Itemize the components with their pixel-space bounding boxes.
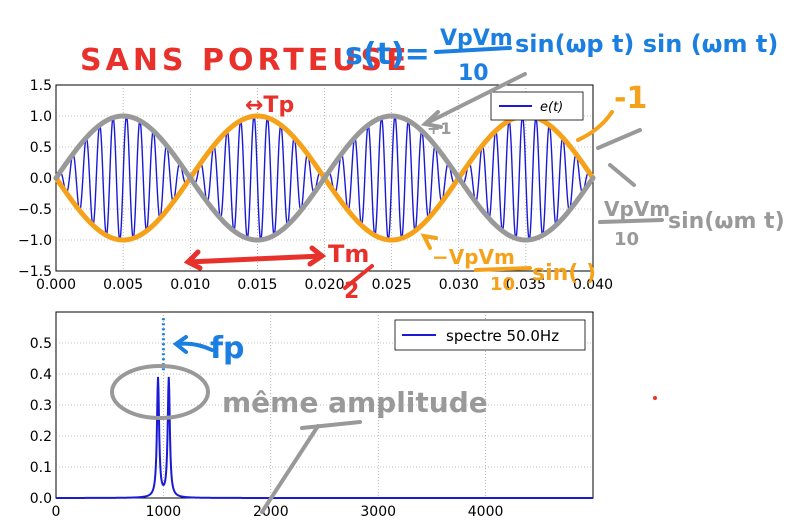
annotation-minus-one: -1 [614,81,647,116]
annotation-minus-env-tail: sin( ) [532,261,596,286]
annotation-formula-tail: sin(ωp t) sin (ωm t) [515,30,778,58]
annotation-sans-porteuse: SANS PORTEUSE [80,43,411,78]
bottom-x-tick-label: 3000 [360,504,396,518]
top-x-tick-label: 0.015 [237,277,277,293]
bottom-x-tick-label: 1000 [146,504,182,518]
top-legend: e(t) [490,91,584,121]
red-dot [653,396,657,400]
bottom-plot-x-ticks: 0 1000 2000 3000 4000 [52,504,504,520]
annotation-formula-denominator: 10 [458,61,489,86]
annotation-fp: fp [210,331,245,366]
top-y-tick-label: 0.0 [30,171,52,187]
top-y-tick-label: 1.5 [30,78,52,94]
annotation-peaks-circle [110,364,210,420]
top-plot-y-ticks: 1.5 1.0 0.5 0.0 −0.5 −1.0 −1.5 [18,78,52,280]
annotation-meme-amplitude: même amplitude [222,386,488,419]
top-x-tick-label: 0.010 [170,277,210,293]
top-x-tick-label: 0.035 [506,277,546,293]
time-domain-plot: 1.5 1.0 0.5 0.0 −0.5 −1.0 −1.5 0.000 0.005 0.010… [18,78,613,293]
bottom-legend-label: spectre 50.0Hz [446,327,559,345]
bottom-x-tick-label: 0 [52,504,61,518]
top-plot-x-ticks: 0.000 0.005 0.010 0.015 0.020 0.025 0.030 0.035… [36,277,613,293]
bottom-x-tick-label: 4000 [468,504,504,518]
bottom-y-tick-label: 0.1 [30,460,52,476]
bottom-y-tick-label: 0.5 [30,336,52,352]
top-x-tick-label: 0.030 [439,277,479,293]
spectrum-plot: 0.5 0.4 0.3 0.2 0.1 0.0 0 1000 2000 3000 4000 spe… [30,311,594,520]
top-legend-label: e(t) [540,100,563,115]
bottom-y-tick-label: 0.3 [30,398,52,414]
envelope-negative-curve [53,113,596,243]
annotation-right-env-den: 10 [614,229,639,250]
top-x-tick-label: 0.040 [573,277,613,293]
bottom-x-tick-label: 2000 [253,504,289,518]
annotation-minus-env-den: 10 [490,274,515,295]
annotation-tm: Tm [328,240,369,268]
annotation-tp: ↔Tp [245,93,294,118]
top-x-tick-label: 0.005 [103,277,143,293]
top-y-tick-label: 1.0 [30,109,52,125]
bottom-y-tick-label: 0.2 [30,429,52,445]
top-y-tick-label: −1.5 [18,264,52,280]
bottom-y-tick-label: 0.4 [30,367,52,383]
annotation-right-env-tail: sin(ωm t) [668,209,785,234]
bottom-legend: spectre 50.0Hz [394,319,586,351]
top-x-tick-label: 0.000 [36,277,76,293]
annotation-tm-half: 2 [344,279,359,304]
top-y-tick-label: −0.5 [18,202,52,218]
top-y-tick-label: 0.5 [30,140,52,156]
top-y-tick-label: −1.0 [18,233,52,249]
top-x-tick-label: 0.025 [372,277,412,293]
annotation-right-env-num: VpVm [604,197,670,221]
top-x-tick-label: 0.020 [304,277,344,293]
annotation-formula-lhs: s(t)= [345,37,430,72]
bottom-y-tick-label: 0.0 [30,491,52,507]
spectrum-line [56,376,593,499]
handwritten-annotations: SANS PORTEUSE s(t)= VpVm 10 sin(ωp t) si… [80,26,785,514]
bottom-plot-y-ticks: 0.5 0.4 0.3 0.2 0.1 0.0 [30,336,52,507]
annotation-minus-env: −VpVm [432,245,515,269]
